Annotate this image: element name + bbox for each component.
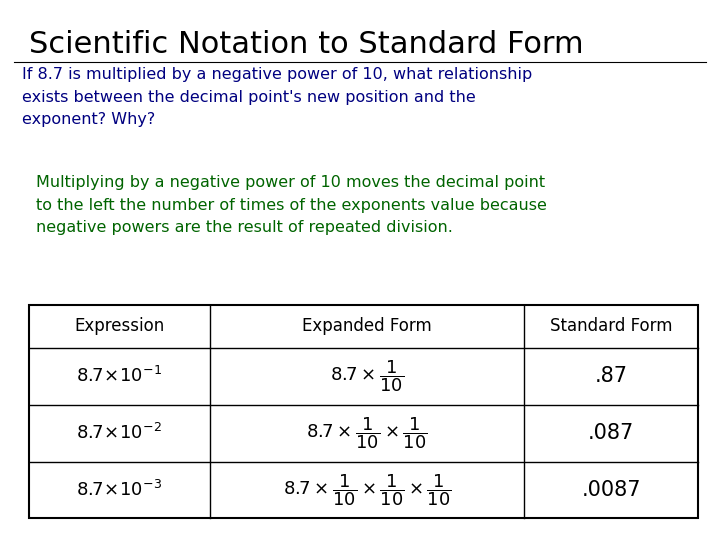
- Text: Multiplying by a negative power of 10 moves the decimal point
to the left the nu: Multiplying by a negative power of 10 mo…: [36, 176, 547, 235]
- Text: $8.7\times\dfrac{1}{10}\times\dfrac{1}{10}$: $8.7\times\dfrac{1}{10}\times\dfrac{1}{1…: [306, 415, 428, 451]
- Text: $8.7\!\times\!10^{-2}$: $8.7\!\times\!10^{-2}$: [76, 423, 162, 443]
- Text: Expanded Form: Expanded Form: [302, 318, 432, 335]
- Text: Expression: Expression: [74, 318, 164, 335]
- Text: .087: .087: [588, 423, 634, 443]
- Text: $8.7\times\dfrac{1}{10}$: $8.7\times\dfrac{1}{10}$: [330, 359, 404, 394]
- Text: .0087: .0087: [582, 480, 641, 500]
- Text: $8.7\times\dfrac{1}{10}\times\dfrac{1}{10}\times\dfrac{1}{10}$: $8.7\times\dfrac{1}{10}\times\dfrac{1}{1…: [282, 472, 451, 508]
- Text: $8.7\!\times\!10^{-3}$: $8.7\!\times\!10^{-3}$: [76, 480, 162, 500]
- Text: .87: .87: [595, 366, 628, 386]
- Bar: [29, 305, 698, 518]
- Text: Scientific Notation to Standard Form: Scientific Notation to Standard Form: [29, 30, 583, 59]
- Text: $8.7\!\times\!10^{-1}$: $8.7\!\times\!10^{-1}$: [76, 366, 162, 386]
- Text: If 8.7 is multiplied by a negative power of 10, what relationship
exists between: If 8.7 is multiplied by a negative power…: [22, 68, 532, 127]
- Text: Standard Form: Standard Form: [550, 318, 672, 335]
